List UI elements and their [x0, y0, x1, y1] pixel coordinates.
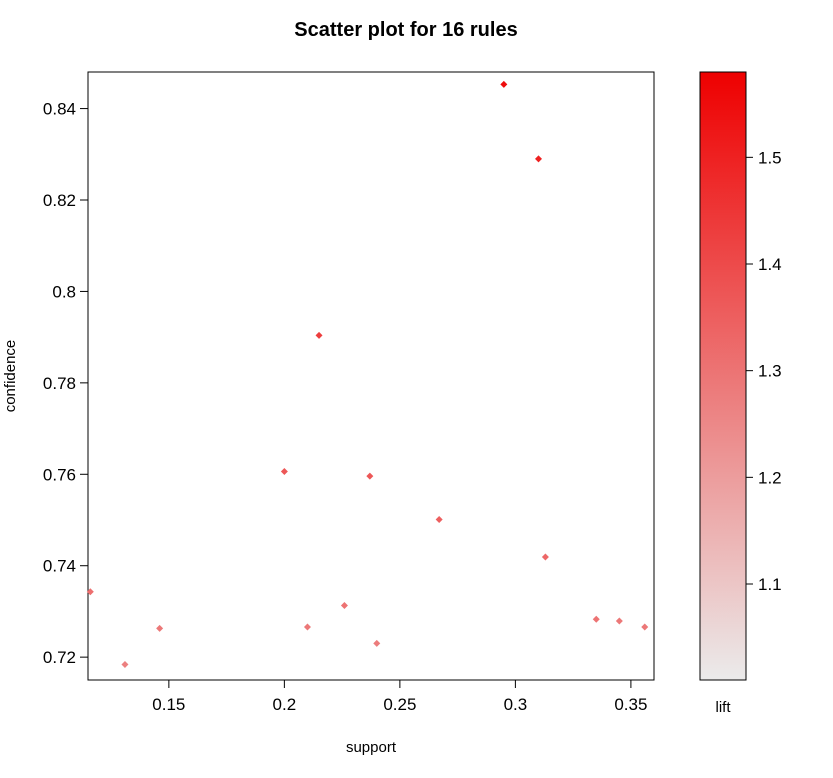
- data-point: [641, 623, 649, 631]
- y-axis-label: confidence: [2, 340, 19, 413]
- x-tick-label: 0.15: [152, 695, 185, 714]
- y-tick-label: 0.72: [43, 648, 76, 667]
- color-bar-tick-label: 1.1: [758, 575, 782, 594]
- data-point: [340, 601, 348, 609]
- data-point: [121, 660, 129, 668]
- y-tick-label: 0.82: [43, 191, 76, 210]
- data-point: [541, 553, 549, 561]
- data-points: [86, 80, 649, 668]
- x-tick-label: 0.35: [614, 695, 647, 714]
- data-point: [615, 617, 623, 625]
- lift-color-bar: [699, 71, 747, 681]
- y-tick-label: 0.76: [43, 465, 76, 484]
- data-point: [373, 639, 381, 647]
- x-axis-label: support: [346, 739, 397, 756]
- x-tick-label: 0.2: [273, 695, 297, 714]
- data-point: [156, 624, 164, 632]
- data-point: [435, 516, 443, 524]
- y-tick-label: 0.8: [52, 282, 76, 301]
- color-bar-label: lift: [716, 699, 732, 716]
- data-point: [592, 615, 600, 623]
- data-point: [86, 588, 94, 596]
- data-point: [280, 468, 288, 476]
- data-point: [500, 80, 508, 88]
- y-axis: 0.72 0.74 0.76 0.78 0.8 0.82 0.84: [43, 100, 88, 667]
- x-tick-label: 0.3: [504, 695, 528, 714]
- data-point: [534, 155, 542, 163]
- data-point: [315, 331, 323, 339]
- color-bar-tick-label: 1.3: [758, 362, 782, 381]
- chart-title: Scatter plot for 16 rules: [294, 19, 517, 41]
- y-tick-label: 0.84: [43, 100, 76, 119]
- data-point: [366, 472, 374, 480]
- y-tick-label: 0.78: [43, 374, 76, 393]
- data-point: [303, 623, 311, 631]
- color-bar-axis: 1.1 1.2 1.3 1.4 1.5: [746, 148, 782, 594]
- plot-frame: [87, 71, 655, 681]
- x-axis: 0.15 0.2 0.25 0.3 0.35: [152, 680, 647, 714]
- color-bar-tick-label: 1.2: [758, 468, 782, 487]
- color-bar-tick-label: 1.4: [758, 255, 782, 274]
- x-tick-label: 0.25: [383, 695, 416, 714]
- y-tick-label: 0.74: [43, 557, 76, 576]
- color-bar-tick-label: 1.5: [758, 148, 782, 167]
